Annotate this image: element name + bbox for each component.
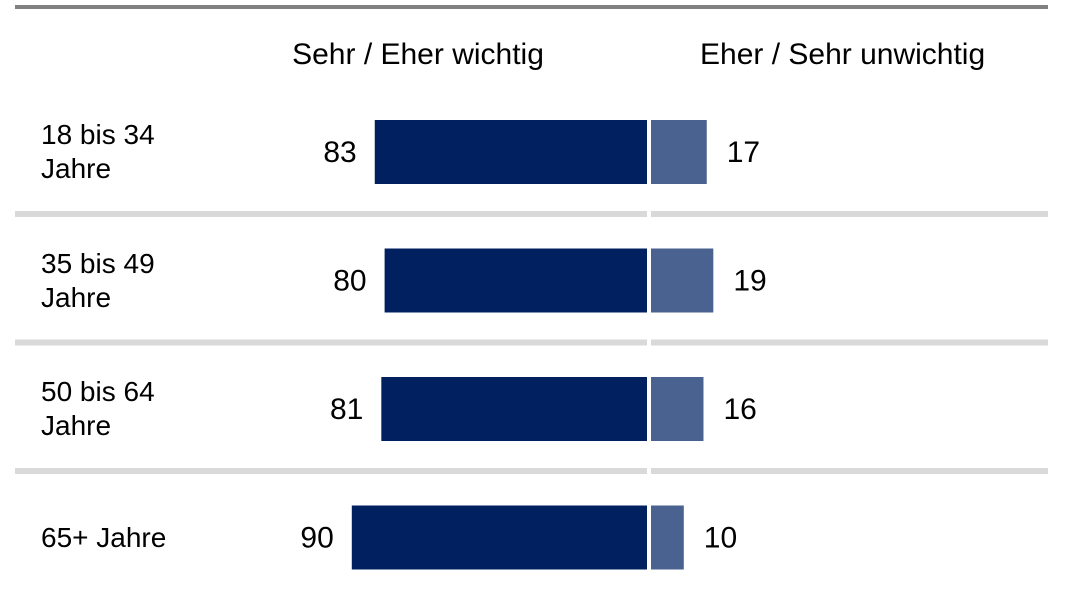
value-label: 80 — [333, 264, 366, 297]
bar — [651, 377, 704, 441]
value-label: 17 — [727, 136, 760, 169]
series-header: Eher / Sehr unwichtig — [700, 38, 985, 71]
bar — [351, 505, 647, 570]
row-separator — [15, 339, 647, 346]
bar — [651, 505, 684, 570]
row-separator — [651, 468, 1048, 474]
category-label: 50 bis 64 Jahre — [41, 376, 155, 441]
value-label: 10 — [704, 521, 737, 554]
value-label: 83 — [323, 136, 356, 169]
bar — [381, 377, 647, 441]
value-label: 19 — [733, 264, 766, 297]
top-rule — [15, 5, 1048, 9]
value-label: 81 — [330, 393, 363, 426]
category-label: 65+ Jahre — [41, 521, 167, 553]
bar — [384, 248, 647, 313]
row-separator — [15, 468, 647, 474]
row-separator — [651, 211, 1048, 217]
value-label: 90 — [300, 521, 333, 554]
row-separator — [651, 339, 1048, 346]
bar — [374, 120, 647, 184]
category-label: 18 bis 34 Jahre — [41, 119, 155, 184]
bar — [651, 120, 707, 184]
category-label: 35 bis 49 Jahre — [41, 247, 155, 313]
row-separator — [15, 211, 647, 217]
series-header: Sehr / Eher wichtig — [292, 38, 544, 71]
bar — [651, 248, 714, 313]
value-label: 16 — [723, 393, 756, 426]
